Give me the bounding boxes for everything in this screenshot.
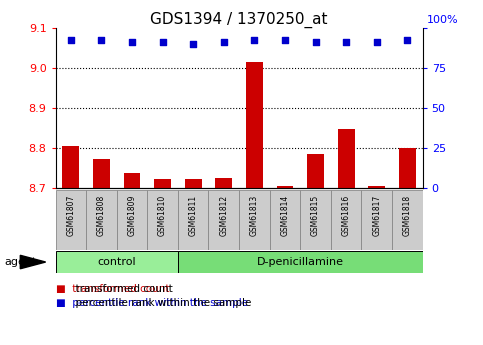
Point: [67, 38, 75, 43]
Bar: [361, 190, 392, 250]
Text: GSM61814: GSM61814: [281, 195, 289, 236]
Point: [251, 38, 258, 43]
Point: [159, 39, 167, 45]
Bar: [392, 190, 423, 250]
Point: [220, 39, 227, 45]
Text: GSM61807: GSM61807: [66, 195, 75, 236]
Point: [281, 38, 289, 43]
Bar: [338, 129, 355, 188]
Text: GSM61813: GSM61813: [250, 195, 259, 236]
Title: GDS1394 / 1370250_at: GDS1394 / 1370250_at: [150, 11, 328, 28]
Text: GSM61815: GSM61815: [311, 195, 320, 236]
Point: [128, 39, 136, 45]
Text: ■  percentile rank within the sample: ■ percentile rank within the sample: [56, 298, 248, 307]
Text: transformed count: transformed count: [69, 284, 173, 294]
Bar: [124, 173, 141, 188]
Text: GSM61810: GSM61810: [158, 195, 167, 236]
Bar: [399, 148, 416, 188]
Text: GSM61818: GSM61818: [403, 195, 412, 236]
Text: GSM61812: GSM61812: [219, 195, 228, 236]
Bar: [56, 251, 178, 273]
Bar: [56, 190, 86, 250]
Point: [312, 39, 319, 45]
Text: GSM61817: GSM61817: [372, 195, 381, 236]
Bar: [209, 190, 239, 250]
Bar: [178, 251, 423, 273]
Text: percentile rank within the sample: percentile rank within the sample: [69, 298, 252, 307]
Text: ■  transformed count: ■ transformed count: [56, 284, 169, 294]
Point: [342, 39, 350, 45]
Bar: [154, 179, 171, 188]
Bar: [147, 190, 178, 250]
Bar: [215, 178, 232, 188]
Bar: [62, 146, 79, 188]
Text: control: control: [98, 257, 136, 267]
Bar: [277, 186, 293, 188]
Bar: [178, 190, 209, 250]
Bar: [239, 190, 270, 250]
Point: [189, 41, 197, 46]
Point: [98, 38, 105, 43]
Point: [403, 38, 411, 43]
Bar: [331, 190, 361, 250]
Bar: [246, 62, 263, 188]
Text: GSM61816: GSM61816: [341, 195, 351, 236]
Bar: [117, 190, 147, 250]
Text: D-penicillamine: D-penicillamine: [257, 257, 344, 267]
Bar: [300, 190, 331, 250]
Bar: [369, 186, 385, 188]
Polygon shape: [20, 255, 46, 269]
Bar: [93, 159, 110, 188]
Text: 100%: 100%: [427, 15, 458, 25]
Bar: [185, 179, 201, 188]
Bar: [307, 154, 324, 188]
Bar: [86, 190, 117, 250]
Point: [373, 39, 381, 45]
Text: GSM61809: GSM61809: [128, 195, 137, 236]
Text: GSM61808: GSM61808: [97, 195, 106, 236]
Bar: [270, 190, 300, 250]
Text: GSM61811: GSM61811: [189, 195, 198, 236]
Text: agent: agent: [5, 257, 37, 267]
